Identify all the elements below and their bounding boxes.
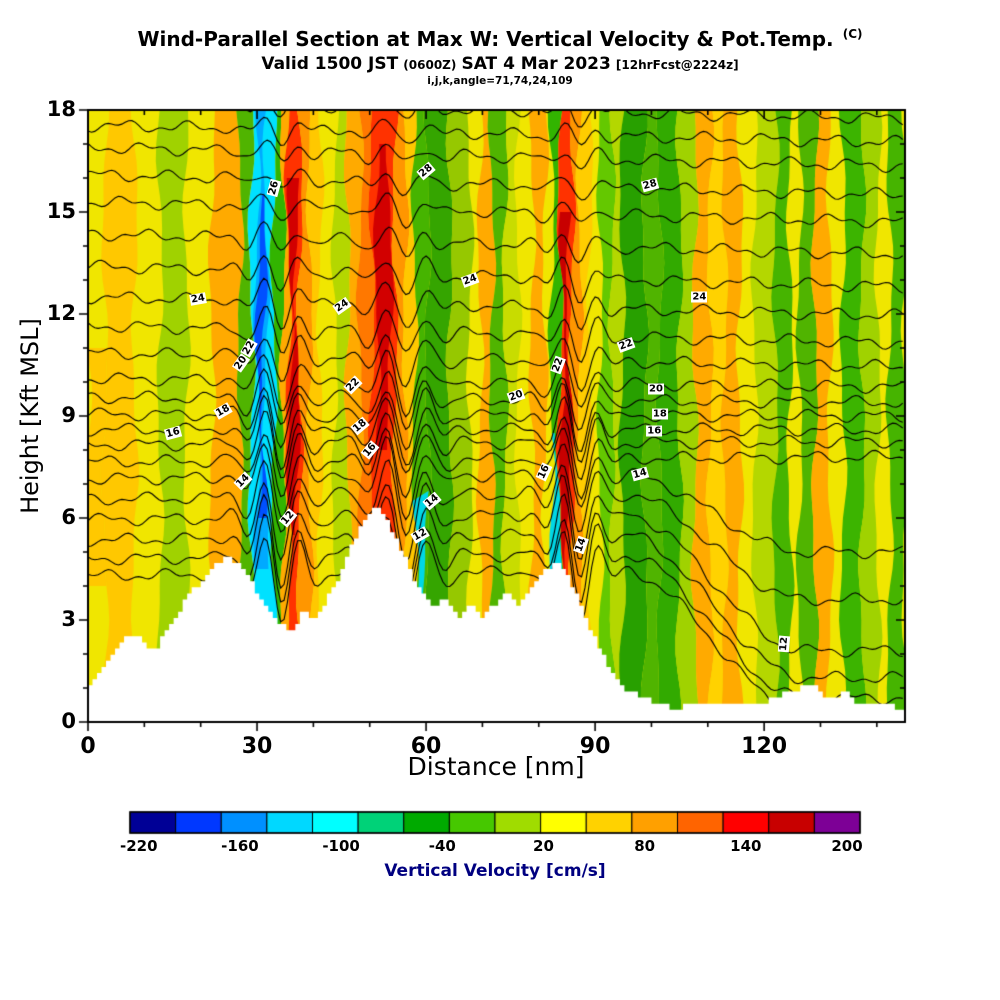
- x-tick-label: 60: [410, 734, 442, 759]
- y-tick-label: 12: [46, 301, 76, 325]
- x-tick-label: 0: [80, 734, 96, 759]
- y-tick-label: 9: [61, 403, 76, 427]
- contour-label: 12: [777, 635, 791, 653]
- valid-time-utc: (0600Z): [403, 58, 457, 72]
- valid-time: Valid 1500 JST: [261, 54, 399, 74]
- y-tick-label: 18: [46, 97, 76, 121]
- y-tick-label: 15: [46, 199, 76, 223]
- x-axis-title: Distance [nm]: [407, 752, 585, 781]
- forecast-tag: [12hrFcst@2224z]: [615, 58, 739, 72]
- grid-info: i,j,k,angle=71,74,24,109: [427, 75, 573, 87]
- colorbar-tick-label: -100: [322, 837, 360, 855]
- chart-header: Wind-Parallel Section at Max W: Vertical…: [0, 27, 1000, 87]
- contour-label: 20: [647, 383, 664, 395]
- chart-title-unit: (C): [842, 27, 863, 41]
- contour-label: 18: [651, 408, 668, 420]
- chart-title-row: Wind-Parallel Section at Max W: Vertical…: [0, 27, 1000, 51]
- x-tick-label: 120: [741, 734, 788, 759]
- contour-label: 24: [691, 291, 708, 303]
- chart-subtitle-row: Valid 1500 JST (0600Z) SAT 4 Mar 2023 [1…: [0, 54, 1000, 74]
- colorbar-tick-label: -160: [221, 837, 259, 855]
- contour-label: 16: [646, 425, 663, 437]
- colorbar-tick-label: -220: [119, 837, 158, 855]
- valid-date: SAT 4 Mar 2023: [461, 54, 611, 74]
- y-tick-label: 0: [61, 709, 76, 733]
- colorbar-tick-label: 140: [730, 837, 762, 855]
- chart-title: Wind-Parallel Section at Max W: Vertical…: [137, 27, 834, 51]
- x-tick-label: 30: [241, 734, 273, 759]
- colorbar-tick-label: -40: [428, 837, 456, 855]
- x-tick-label: 90: [579, 734, 611, 759]
- colorbar-tick-label: 20: [533, 837, 554, 855]
- colorbar-title: Vertical Velocity [cm/s]: [384, 861, 606, 881]
- colorbar-tick-label: 80: [634, 837, 656, 855]
- contour-label: 24: [189, 291, 207, 306]
- y-tick-label: 3: [61, 607, 76, 631]
- colorbar-tick-label: 200: [831, 837, 863, 855]
- y-tick-label: 6: [61, 505, 76, 529]
